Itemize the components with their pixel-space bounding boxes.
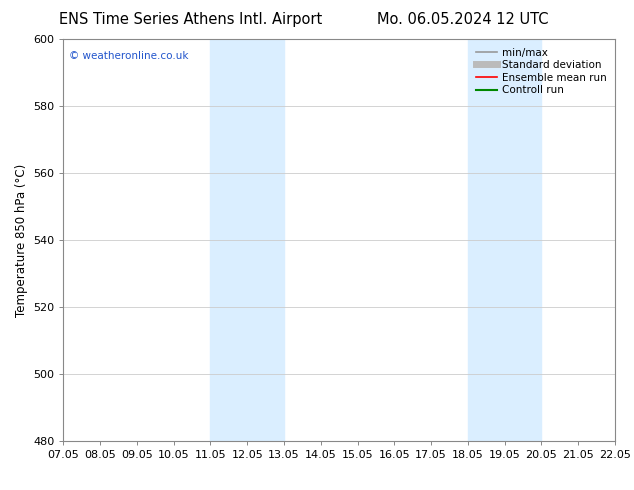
Text: Mo. 06.05.2024 12 UTC: Mo. 06.05.2024 12 UTC xyxy=(377,12,548,27)
Bar xyxy=(468,39,541,441)
Legend: min/max, Standard deviation, Ensemble mean run, Controll run: min/max, Standard deviation, Ensemble me… xyxy=(473,45,610,98)
Text: ENS Time Series Athens Intl. Airport: ENS Time Series Athens Intl. Airport xyxy=(58,12,322,27)
Y-axis label: Temperature 850 hPa (°C): Temperature 850 hPa (°C) xyxy=(15,164,27,317)
Text: © weatheronline.co.uk: © weatheronline.co.uk xyxy=(69,51,188,61)
Bar xyxy=(210,39,284,441)
